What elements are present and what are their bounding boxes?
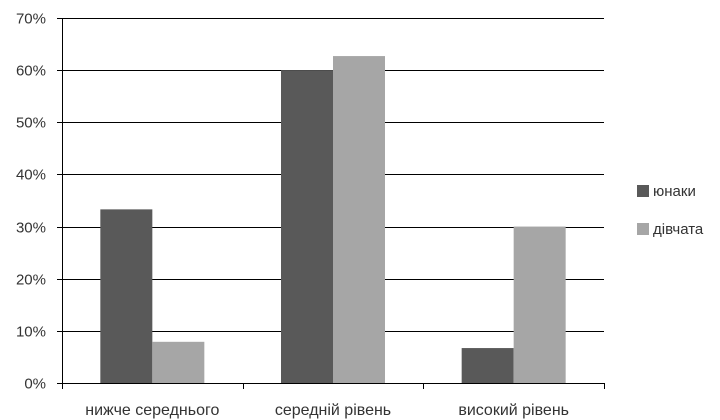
y-tick-label: 20% bbox=[16, 272, 46, 289]
x-tick-label: нижче середнього bbox=[85, 402, 219, 419]
y-tick-label: 10% bbox=[16, 324, 46, 341]
y-tick-label: 40% bbox=[16, 167, 46, 184]
y-tick-label: 70% bbox=[16, 11, 46, 28]
legend: юнаки дівчата bbox=[637, 183, 704, 238]
bar-юнаки-3 bbox=[461, 348, 514, 383]
bar-дівчата-2 bbox=[333, 56, 385, 384]
bar-дівчата-3 bbox=[513, 226, 566, 383]
legend-label-2: дівчата bbox=[653, 221, 704, 238]
legend-label-1: юнаки bbox=[653, 183, 696, 200]
axes bbox=[57, 18, 605, 389]
y-tick-label: 60% bbox=[16, 63, 46, 80]
x-tick-label: середній рівень bbox=[275, 402, 391, 419]
legend-swatch-2 bbox=[637, 223, 649, 235]
bars bbox=[100, 56, 566, 384]
y-tick-labels: 0% 10% 20% 30% 40% 50% 60% 70% bbox=[16, 11, 46, 393]
bar-юнаки-2 bbox=[281, 70, 333, 384]
bar-дівчата-1 bbox=[152, 341, 205, 383]
y-tick-label: 50% bbox=[16, 115, 46, 132]
y-tick-label: 0% bbox=[24, 376, 46, 393]
y-tick-label: 30% bbox=[16, 220, 46, 237]
x-tick-labels: нижче середнього середній рівень високий р… bbox=[85, 402, 569, 419]
legend-swatch-1 bbox=[637, 185, 649, 197]
x-tick-label: високий рівень bbox=[458, 402, 569, 419]
bar-юнаки-1 bbox=[100, 209, 153, 383]
